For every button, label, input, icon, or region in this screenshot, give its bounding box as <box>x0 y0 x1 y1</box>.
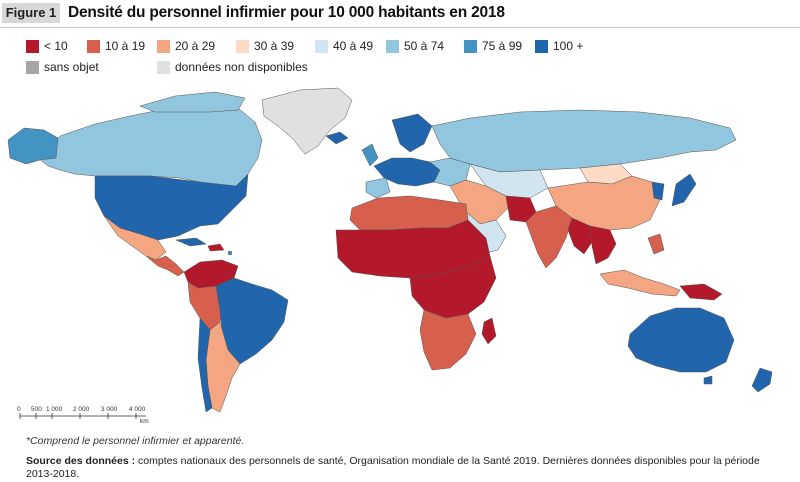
legend-swatch <box>535 39 548 53</box>
legend-item-40-49: 40 à 49 <box>315 39 373 53</box>
legend-swatch <box>26 60 39 74</box>
data-source: Source des données : comptes nationaux d… <box>26 455 766 481</box>
land-oceania <box>599 233 773 393</box>
region-hispaniola <box>207 243 225 252</box>
legend-label: sans objet <box>44 60 99 74</box>
scale-unit: km <box>140 418 149 425</box>
region-central-america <box>145 255 185 277</box>
region-alaska <box>7 127 59 165</box>
region-cuba <box>175 237 207 247</box>
region-iceland <box>325 131 349 145</box>
region-uk <box>361 143 379 167</box>
land-greenland <box>261 87 353 155</box>
legend-swatch <box>157 60 170 74</box>
legend-swatch <box>315 39 328 53</box>
region-arctic-islands <box>139 91 246 113</box>
source-label: Source des données : <box>26 455 136 467</box>
legend-item-lt10: < 10 <box>26 39 68 53</box>
legend-label: 75 à 99 <box>482 39 523 53</box>
legend-label: < 10 <box>44 39 68 53</box>
scale-bar-labels: 0 500 1 000 2 000 3 000 4 000 km <box>17 406 149 425</box>
legend-item-30-39: 30 à 39 <box>236 39 294 53</box>
header-divider <box>0 27 800 28</box>
legend-swatch <box>386 39 399 53</box>
world-map: 0 500 1 000 2 000 3 000 4 000 km <box>7 87 773 425</box>
legend-item-20-29: 20 à 29 <box>157 39 215 53</box>
legend-swatch <box>157 39 170 53</box>
legend-item-75-99: 75 à 99 <box>464 39 522 53</box>
land-north-america <box>7 91 263 277</box>
region-southeast-asia <box>589 225 617 265</box>
region-chile <box>197 317 213 413</box>
scale-label: 4 000 <box>129 406 146 413</box>
land-africa <box>335 195 497 371</box>
legend-item-no-data: données non disponibles <box>157 60 308 74</box>
figure-header: Figure 1 Densité du personnel infirmier … <box>0 0 800 30</box>
land-caribbean <box>175 237 233 256</box>
region-central-africa <box>409 255 497 319</box>
legend-label: 30 à 39 <box>254 39 295 53</box>
legend-label: 40 à 49 <box>333 39 374 53</box>
figure-title: Densité du personnel infirmier pour 10 0… <box>68 4 505 21</box>
region-small-island <box>227 250 233 256</box>
legend-label: 20 à 29 <box>175 39 216 53</box>
scale-label: 3 000 <box>101 406 118 413</box>
region-korea <box>651 181 665 201</box>
region-madagascar <box>481 317 497 345</box>
land-europe <box>325 113 471 199</box>
legend-swatch <box>87 39 100 53</box>
scale-label: 500 <box>31 406 42 413</box>
region-iberia <box>365 177 391 199</box>
figure-label: Figure 1 <box>2 3 60 23</box>
region-tasmania <box>703 375 713 385</box>
region-canada <box>37 103 263 189</box>
legend-label: 10 à 19 <box>105 39 146 53</box>
legend-swatch <box>464 39 477 53</box>
legend-swatch <box>26 39 39 53</box>
region-japan <box>671 173 697 207</box>
region-scandinavia <box>391 113 433 153</box>
map-scale-bar <box>19 413 146 419</box>
legend-item-not-applicable: sans objet <box>26 60 99 74</box>
region-new-zealand <box>751 367 773 393</box>
region-india <box>525 205 573 269</box>
legend-label: 50 à 74 <box>404 39 445 53</box>
source-text: comptes nationaux des personnels de sant… <box>26 455 760 480</box>
region-russia <box>431 109 737 173</box>
scale-label: 1 000 <box>46 406 63 413</box>
footnote: *Comprend le personnel infirmier et appa… <box>26 435 245 447</box>
land-asia <box>449 163 697 269</box>
legend-swatch <box>236 39 249 53</box>
legend-item-50-74: 50 à 74 <box>386 39 444 53</box>
region-mexico <box>103 215 167 261</box>
land-south-america <box>183 259 289 413</box>
scale-label: 0 <box>17 406 21 413</box>
legend-label: données non disponibles <box>175 60 308 74</box>
legend-item-10-19: 10 à 19 <box>87 39 145 53</box>
region-indonesia <box>599 269 681 297</box>
region-australia <box>627 307 735 373</box>
legend-item-100-plus: 100 + <box>535 39 583 53</box>
scale-label: 2 000 <box>73 406 90 413</box>
region-southern-africa <box>419 309 477 371</box>
region-north-africa <box>349 195 469 231</box>
region-greenland <box>261 87 353 155</box>
region-papua <box>679 283 723 301</box>
region-philippines <box>647 233 665 255</box>
legend-label: 100 + <box>553 39 584 53</box>
land-russia <box>431 109 737 173</box>
